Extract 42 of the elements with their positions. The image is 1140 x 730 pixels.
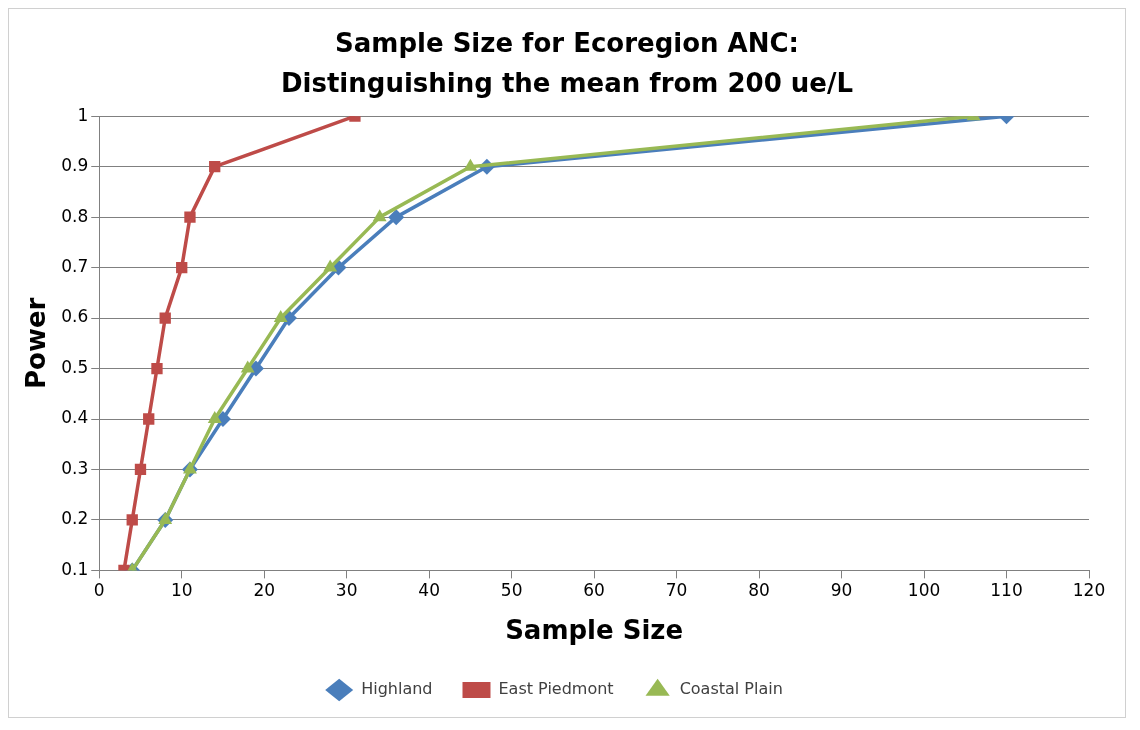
x-tick-label: 70 (665, 580, 688, 601)
y-tick-label: 0.8 (61, 205, 89, 226)
point (176, 261, 188, 274)
chart-title: Sample Size for Ecoregion ANC: Distinguishing the mean from 200 ue/L (279, 27, 855, 100)
point (184, 211, 196, 223)
x-tick-label: 0 (93, 580, 105, 601)
y-tick-label: 0.7 (61, 256, 89, 277)
x-tick-label: 100 (907, 580, 941, 601)
x-tick-label: 50 (500, 580, 523, 601)
point (209, 161, 221, 173)
x-tick-label: 20 (253, 580, 276, 601)
y-tick-label: 1 (77, 104, 89, 125)
point (143, 413, 155, 425)
point (240, 360, 255, 373)
point (273, 310, 288, 323)
point (134, 463, 147, 476)
point (151, 362, 163, 375)
x-axis-title: Sample Size (505, 615, 684, 646)
point (207, 411, 222, 423)
y-tick-label: 0.6 (61, 306, 89, 327)
y-tick-label: 0.5 (61, 356, 89, 377)
x-tick-label: 110 (990, 580, 1023, 601)
x-tick-label: 10 (170, 580, 193, 601)
y-axis-title: Power (21, 297, 52, 389)
x-tick-label: 80 (748, 580, 770, 601)
point (158, 511, 173, 524)
y-tick-label: 0.3 (61, 457, 89, 478)
x-tick-label: 120 (1072, 580, 1106, 601)
x-tick-label: 30 (335, 580, 358, 601)
legend-label: Highland (361, 679, 433, 699)
y-tick-label: 0.4 (61, 407, 89, 428)
point (183, 461, 197, 474)
y-tick-label: 0.9 (61, 155, 89, 176)
y-tick-label: 0.2 (61, 508, 89, 529)
point (388, 209, 405, 226)
x-tick-label: 60 (583, 580, 605, 601)
x-tick-label: 90 (830, 580, 853, 601)
y-tick-label: 0.1 (61, 558, 89, 579)
x-tick-label: 40 (418, 580, 440, 601)
point (159, 312, 171, 324)
legend-label: Coastal Plain (679, 679, 783, 699)
legend-label: East Piedmont (498, 679, 614, 699)
